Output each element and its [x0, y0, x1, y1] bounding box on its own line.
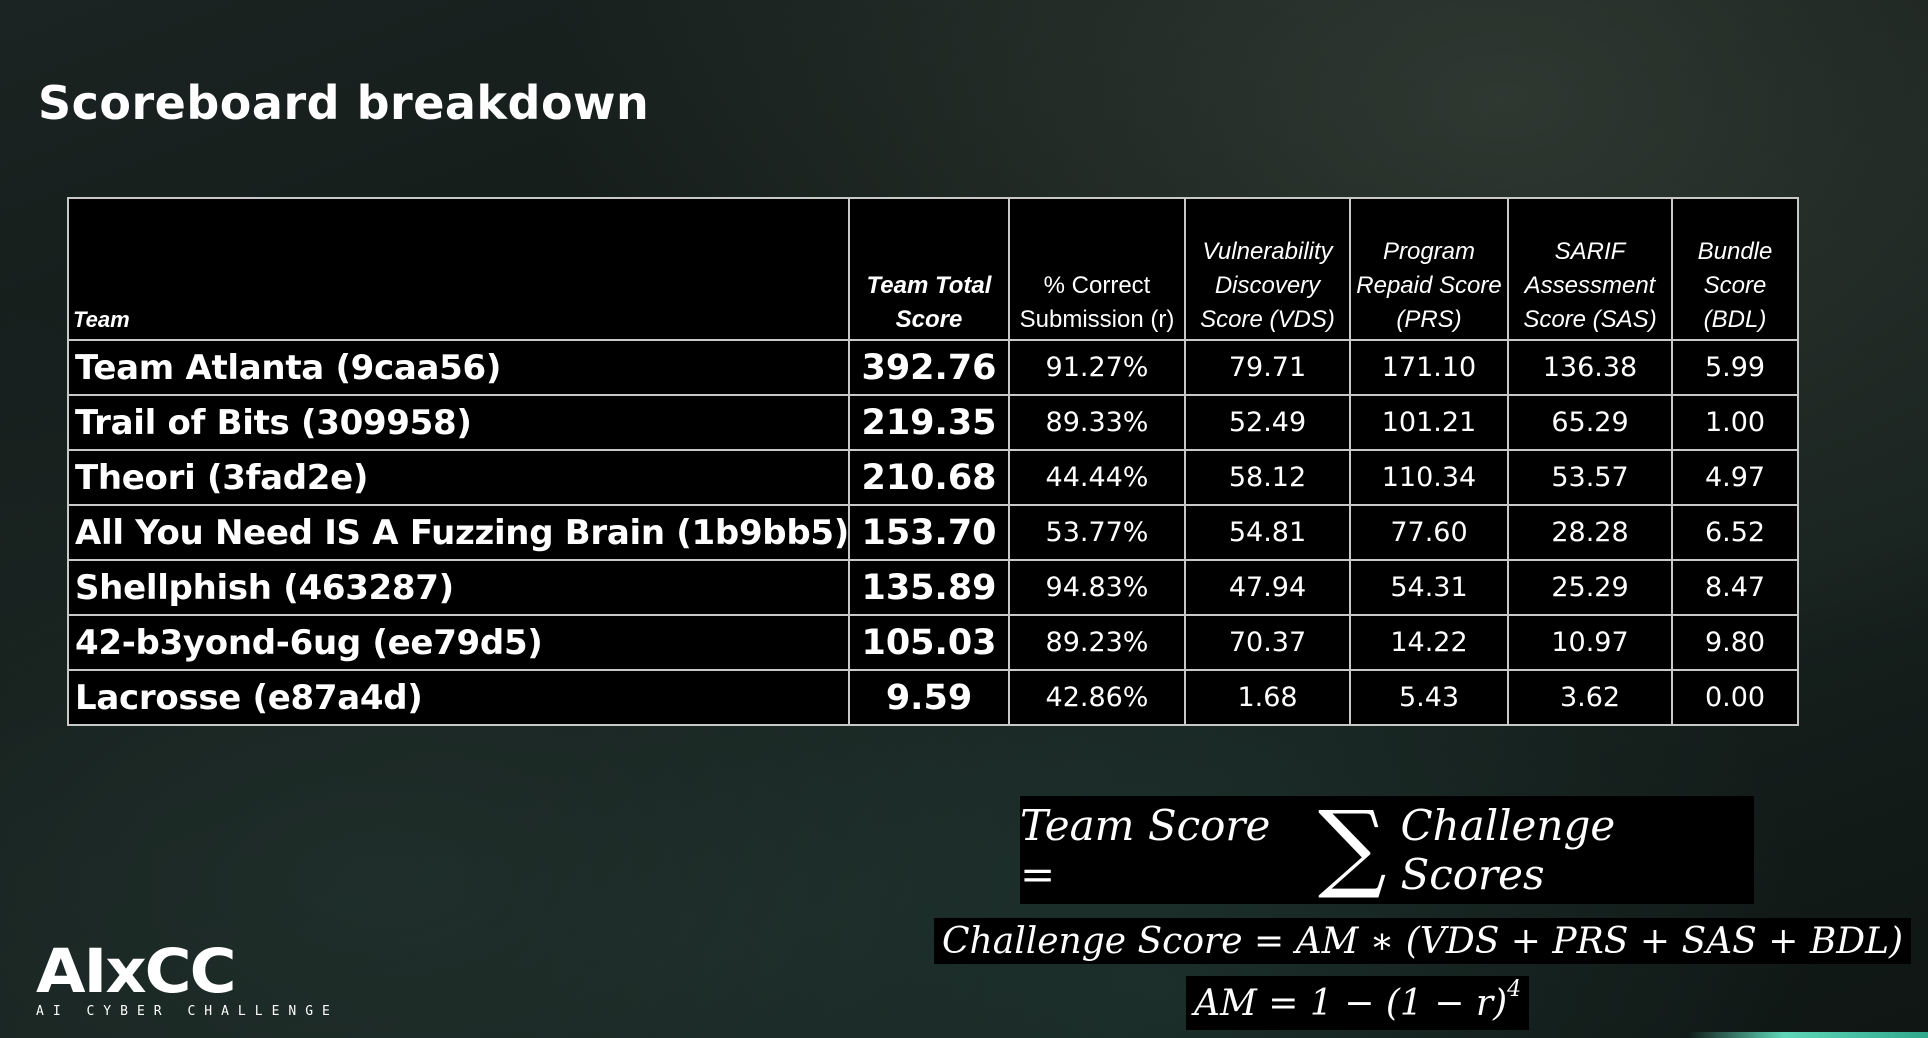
cell-sas: 25.29	[1507, 559, 1673, 616]
cell-prs: 54.31	[1349, 559, 1509, 616]
scoreboard-table: Team Team Total Score % Correct Submissi…	[67, 197, 1799, 726]
table-row: Shellphish (463287) 135.89 94.83% 47.94 54.3…	[67, 559, 1799, 616]
cell-total-score: 153.70	[848, 504, 1010, 561]
header-bdl: Bundle Score (BDL)	[1671, 197, 1799, 341]
cell-vds: 47.94	[1184, 559, 1351, 616]
cell-total-score: 219.35	[848, 394, 1010, 451]
cell-total-score: 135.89	[848, 559, 1010, 616]
cell-bdl: 4.97	[1671, 449, 1799, 506]
page-title: Scoreboard breakdown	[38, 76, 650, 130]
cell-bdl: 9.80	[1671, 614, 1799, 671]
cell-correct-submission: 91.27%	[1008, 339, 1186, 396]
table-row: All You Need IS A Fuzzing Brain (1b9bb5)…	[67, 504, 1799, 561]
accent-bar	[1688, 1032, 1928, 1038]
cell-vds: 1.68	[1184, 669, 1351, 726]
cell-team: 42-b3yond-6ug (ee79d5)	[67, 614, 850, 671]
cell-prs: 101.21	[1349, 394, 1509, 451]
cell-sas: 136.38	[1507, 339, 1673, 396]
am-formula-base: AM = 1 − (1 − r)	[1194, 982, 1508, 1024]
table-row: Team Atlanta (9caa56) 392.76 91.27% 79.71 17…	[67, 339, 1799, 396]
team-score-formula-right: Challenge Scores	[1400, 801, 1616, 899]
cell-bdl: 0.00	[1671, 669, 1799, 726]
challenge-score-formula: Challenge Score = AM ∗ (VDS + PRS + SAS …	[934, 918, 1912, 964]
aixcc-logo: AIxCC AI CYBER CHALLENGE	[36, 940, 356, 1020]
am-formula: AM = 1 − (1 − r) 4	[1186, 976, 1530, 1030]
cell-prs: 110.34	[1349, 449, 1509, 506]
cell-vds: 52.49	[1184, 394, 1351, 451]
cell-correct-submission: 89.23%	[1008, 614, 1186, 671]
header-team: Team	[67, 197, 850, 341]
cell-prs: 77.60	[1349, 504, 1509, 561]
table-row: Theori (3fad2e) 210.68 44.44% 58.12 110.34 53…	[67, 449, 1799, 506]
cell-correct-submission: 42.86%	[1008, 669, 1186, 726]
cell-team: Theori (3fad2e)	[67, 449, 850, 506]
cell-prs: 171.10	[1349, 339, 1509, 396]
cell-vds: 79.71	[1184, 339, 1351, 396]
cell-total-score: 105.03	[848, 614, 1010, 671]
cell-sas: 53.57	[1507, 449, 1673, 506]
cell-sas: 28.28	[1507, 504, 1673, 561]
cell-bdl: 1.00	[1671, 394, 1799, 451]
cell-team: Trail of Bits (309958)	[67, 394, 850, 451]
cell-correct-submission: 94.83%	[1008, 559, 1186, 616]
table-row: Lacrosse (e87a4d) 9.59 42.86% 1.68 5.43 3.62 0…	[67, 669, 1799, 726]
logo-subtitle: AI CYBER CHALLENGE	[36, 1004, 339, 1019]
am-formula-exponent: 4	[1507, 976, 1522, 1002]
cell-team: All You Need IS A Fuzzing Brain (1b9bb5)	[67, 504, 850, 561]
team-score-formula: Team Score = ∑ Challenge Scores	[1020, 796, 1754, 904]
cell-sas: 10.97	[1507, 614, 1673, 671]
cell-correct-submission: 44.44%	[1008, 449, 1186, 506]
cell-vds: 58.12	[1184, 449, 1351, 506]
cell-vds: 70.37	[1184, 614, 1351, 671]
cell-total-score: 392.76	[848, 339, 1010, 396]
table-row: 42-b3yond-6ug (ee79d5) 105.03 89.23% 70.37 1…	[67, 614, 1799, 671]
cell-bdl: 6.52	[1671, 504, 1799, 561]
cell-total-score: 210.68	[848, 449, 1010, 506]
cell-team: Shellphish (463287)	[67, 559, 850, 616]
header-vds: Vulnerability Discovery Score (VDS)	[1184, 197, 1351, 341]
cell-bdl: 8.47	[1671, 559, 1799, 616]
cell-bdl: 5.99	[1671, 339, 1799, 396]
sigma-symbol: ∑	[1317, 790, 1387, 902]
cell-team: Team Atlanta (9caa56)	[67, 339, 850, 396]
header-total-score: Team Total Score	[848, 197, 1010, 341]
table-row: Trail of Bits (309958) 219.35 89.33% 52.49 1…	[67, 394, 1799, 451]
header-prs: Program Repaid Score (PRS)	[1349, 197, 1509, 341]
cell-total-score: 9.59	[848, 669, 1010, 726]
cell-prs: 14.22	[1349, 614, 1509, 671]
cell-prs: 5.43	[1349, 669, 1509, 726]
cell-correct-submission: 53.77%	[1008, 504, 1186, 561]
table-header-row: Team Team Total Score % Correct Submissi…	[67, 197, 1799, 341]
cell-sas: 65.29	[1507, 394, 1673, 451]
header-sas: SARIF Assessment Score (SAS)	[1507, 197, 1673, 341]
cell-sas: 3.62	[1507, 669, 1673, 726]
cell-correct-submission: 89.33%	[1008, 394, 1186, 451]
logo-mark: AIxCC	[36, 936, 237, 1008]
team-score-formula-left: Team Score =	[1020, 801, 1271, 899]
header-correct-submission: % Correct Submission (r)	[1008, 197, 1186, 341]
cell-vds: 54.81	[1184, 504, 1351, 561]
cell-team: Lacrosse (e87a4d)	[67, 669, 850, 726]
